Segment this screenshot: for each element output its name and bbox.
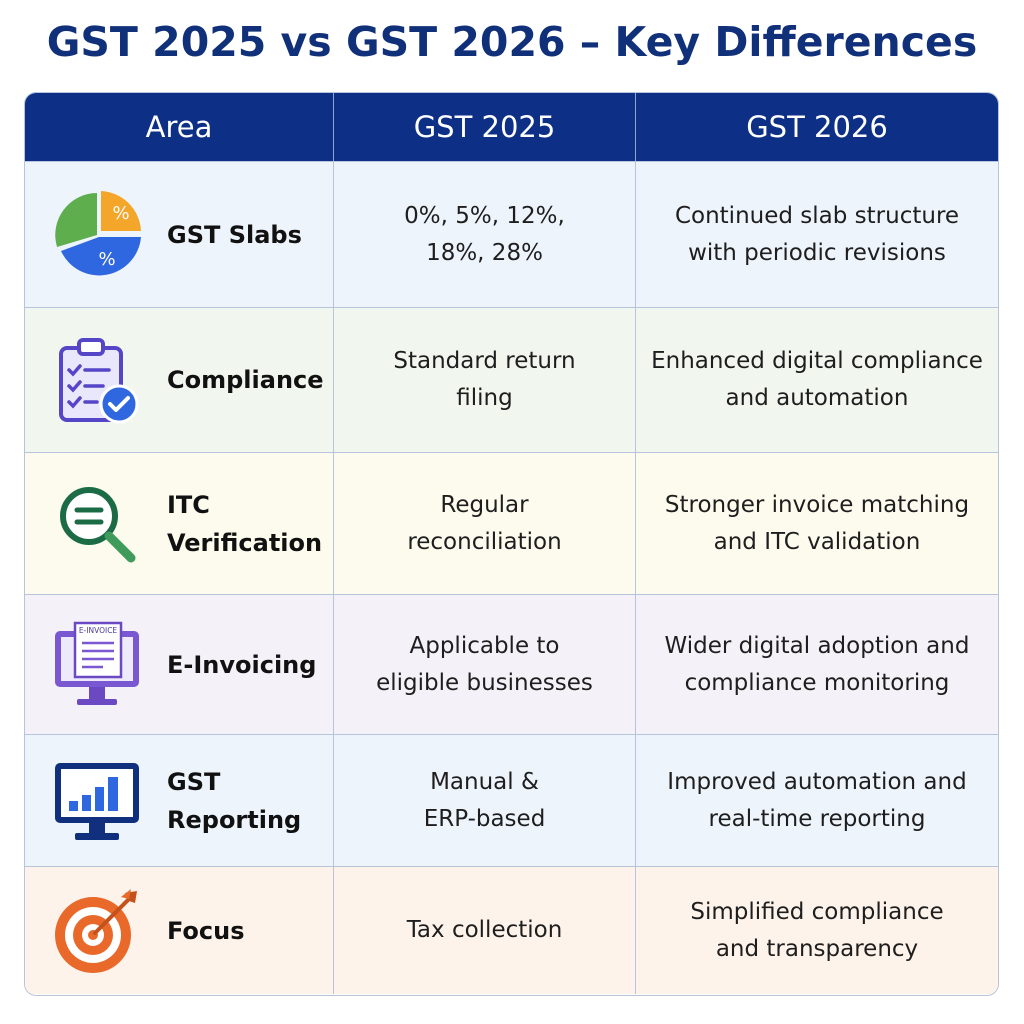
table-header-row: Area GST 2025 GST 2026: [25, 93, 998, 161]
table-row: Focus Tax collection Simplified complian…: [25, 866, 998, 994]
table-row: Compliance Standard return filing Enhanc…: [25, 307, 998, 452]
area-cell: Compliance: [25, 308, 333, 452]
page-title: GST 2025 vs GST 2026 – Key Differences: [46, 18, 978, 66]
gst-2026-cell: Improved automation and real-time report…: [635, 735, 998, 866]
area-label: Focus: [167, 916, 245, 945]
area-cell: ITC Verification: [25, 453, 333, 594]
area-label: GST Reporting: [167, 767, 302, 834]
gst-2026-cell: Enhanced digital compliance and automati…: [635, 308, 998, 452]
pie-percent-bottom: %: [98, 249, 115, 270]
target-arrow-icon: [51, 885, 143, 977]
area-label: E-Invoicing: [167, 650, 317, 679]
gst-2026-cell: Stronger invoice matching and ITC valida…: [635, 453, 998, 594]
header-gst-2025: GST 2025: [333, 93, 635, 161]
gst-2025-cell: Applicable to eligible businesses: [333, 595, 635, 734]
table-row: % % GST Slabs 0%, 5%, 12%, 18%, 28% Cont…: [25, 161, 998, 307]
pie-chart-percent-icon: % %: [51, 189, 143, 281]
area-cell: E-INVOICE E-Invoicing: [25, 595, 333, 734]
area-cell: Focus: [25, 867, 333, 994]
gst-2025-cell: Regular reconciliation: [333, 453, 635, 594]
table-row: E-INVOICE E-Invoicing Applicable to elig…: [25, 594, 998, 734]
gst-2025-cell: 0%, 5%, 12%, 18%, 28%: [333, 162, 635, 307]
area-label: Compliance: [167, 366, 324, 394]
pie-percent-top: %: [112, 203, 129, 224]
gst-2025-cell: Manual & ERP-based: [333, 735, 635, 866]
monitor-bar-chart-icon: [51, 755, 143, 847]
area-label: ITC Verification: [167, 490, 323, 557]
comparison-table: Area GST 2025 GST 2026 % % GST Slabs 0%,: [24, 92, 999, 996]
monitor-invoice-icon: E-INVOICE: [51, 619, 143, 711]
area-cell: % % GST Slabs: [25, 162, 333, 307]
area-cell: GST Reporting: [25, 735, 333, 866]
gst-2025-cell: Standard return filing: [333, 308, 635, 452]
clipboard-checklist-icon: [51, 334, 143, 426]
gst-2026-cell: Wider digital adoption and compliance mo…: [635, 595, 998, 734]
einvoice-tag: E-INVOICE: [79, 626, 118, 635]
magnifier-icon: [51, 478, 143, 570]
header-area: Area: [145, 110, 213, 144]
gst-2025-cell: Tax collection: [333, 867, 635, 994]
gst-2026-cell: Continued slab structure with periodic r…: [635, 162, 998, 307]
area-label: GST Slabs: [167, 220, 302, 249]
gst-2026-cell: Simplified compliance and transparency: [635, 867, 998, 994]
table-row: ITC Verification Regular reconciliation …: [25, 452, 998, 594]
table-row: GST Reporting Manual & ERP-based Improve…: [25, 734, 998, 866]
header-gst-2026: GST 2026: [635, 93, 998, 161]
